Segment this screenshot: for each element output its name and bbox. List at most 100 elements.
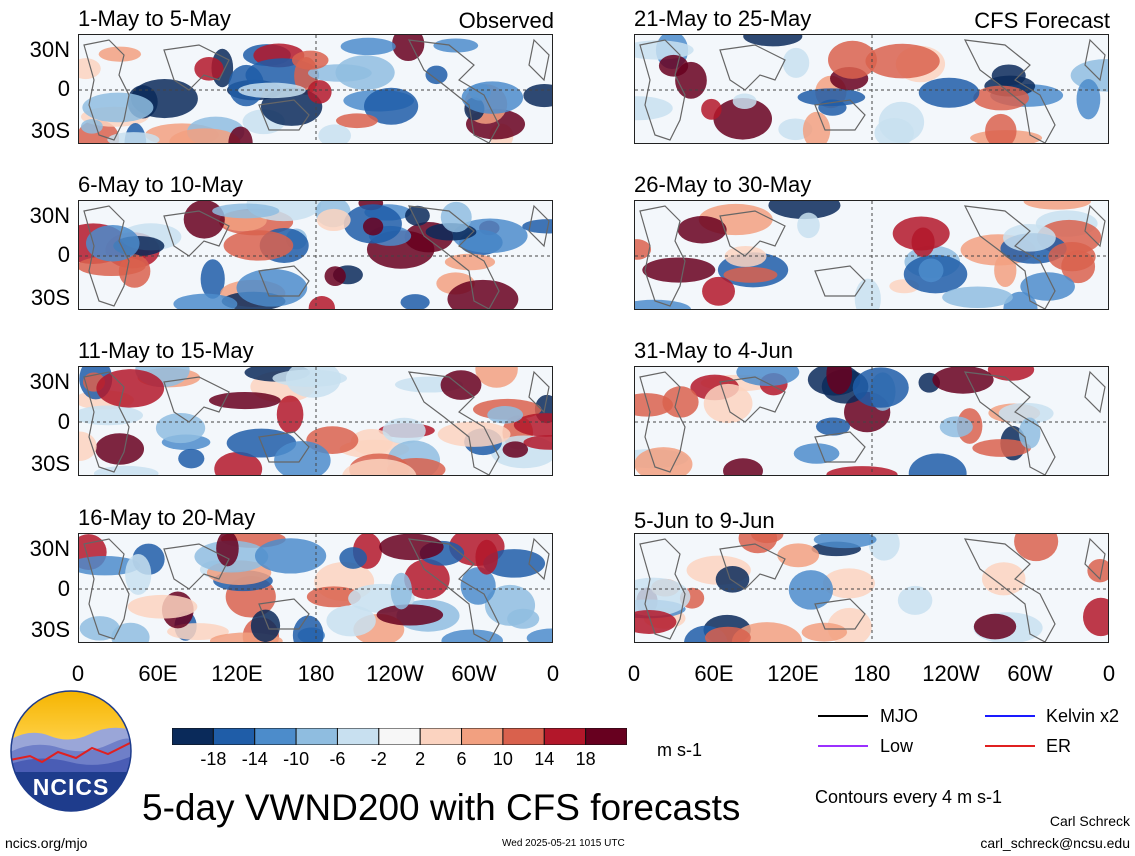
- anomaly-blob: [736, 367, 800, 387]
- legend-kelvin-line: [985, 715, 1035, 717]
- coastline: [83, 371, 130, 473]
- anomaly-blob: [713, 97, 773, 140]
- anomaly-blob: [802, 111, 831, 143]
- map-panel-obs-4: [78, 533, 553, 643]
- heatmap-svg: [79, 35, 552, 143]
- coastline: [963, 39, 1056, 143]
- anomaly-blob: [79, 58, 101, 80]
- anomaly-blob: [214, 451, 263, 475]
- lon-tick-60w-right: 60W: [1007, 661, 1053, 686]
- anomaly-blob: [376, 604, 444, 626]
- anomaly-blob: [723, 458, 763, 475]
- contours-note: Contours every 4 m s-1: [815, 787, 1003, 807]
- coastline: [83, 39, 130, 141]
- anomaly-blob: [437, 421, 511, 447]
- anomaly-blob: [307, 80, 332, 104]
- anomaly-blob: [460, 567, 496, 605]
- anomaly-blob: [973, 85, 1029, 111]
- coastline: [407, 538, 500, 642]
- colorbar-swatch: [212, 727, 256, 746]
- anomaly-blob: [1023, 201, 1091, 210]
- anomaly-blob: [635, 610, 677, 634]
- anomaly-blob: [788, 570, 834, 610]
- anomaly-blob: [483, 549, 546, 578]
- anomaly-blob: [155, 413, 206, 444]
- anomaly-blob: [723, 267, 778, 283]
- anomaly-blob: [908, 453, 967, 475]
- colorbar-tick-label: -10: [283, 749, 310, 769]
- colorbar-swatch: [171, 727, 214, 746]
- lat-tick-30n-3: 30N: [29, 369, 70, 394]
- coastline: [963, 538, 1056, 642]
- panel-title-fcst-1: 21-May to 25-May: [634, 6, 812, 31]
- anomaly-blob: [390, 572, 413, 610]
- anomaly-blob: [635, 447, 693, 475]
- coastline: [83, 205, 130, 307]
- panel-title-obs-4: 16-May to 20-May: [78, 505, 256, 530]
- anomaly-blob: [475, 367, 518, 388]
- colorbar-units: m s-1: [657, 740, 702, 760]
- colorbar-tick-label: -6: [329, 749, 346, 769]
- anomaly-blob: [95, 433, 145, 465]
- coastline: [814, 598, 866, 630]
- colorbar-swatch: [502, 727, 545, 746]
- anomaly-blob: [502, 441, 529, 458]
- anomaly-blob: [444, 253, 496, 271]
- coastline: [1084, 38, 1106, 82]
- anomaly-blob: [932, 367, 994, 394]
- coastline: [258, 99, 310, 131]
- anomaly-blob: [768, 201, 841, 220]
- anomaly-blob: [316, 208, 351, 232]
- coastline: [528, 38, 550, 82]
- lat-tick-eq-3: 0: [57, 409, 70, 434]
- anomaly-blob: [826, 466, 898, 475]
- colorbar-tick-label: 6: [456, 749, 467, 769]
- panel-title-fcst-4: 5-Jun to 9-Jun: [634, 508, 775, 533]
- anomaly-blob: [93, 465, 159, 475]
- logo-text: NCICS: [32, 774, 110, 800]
- anomaly-blob: [342, 458, 417, 475]
- anomaly-blob: [318, 124, 352, 143]
- anomaly-blob: [1014, 534, 1059, 562]
- coastline: [528, 204, 550, 248]
- coastline: [719, 376, 786, 423]
- anomaly-blob: [813, 534, 877, 549]
- anomaly-blob: [433, 38, 479, 53]
- lat-tick-eq-4: 0: [57, 576, 70, 601]
- timestamp-text: Wed 2025-05-21 1015 UTC: [502, 838, 625, 849]
- anomaly-blob: [635, 239, 652, 260]
- coastline: [963, 205, 1056, 309]
- anomaly-blob: [705, 626, 751, 642]
- colorbar-swatch: [461, 727, 504, 746]
- coastline: [407, 39, 500, 143]
- anomaly-blob: [306, 586, 361, 608]
- anomaly-blob: [400, 294, 430, 309]
- anomaly-blob: [236, 268, 308, 307]
- heatmap-svg: [635, 534, 1108, 642]
- anomaly-blob: [487, 406, 524, 424]
- lon-tick-180-right: 180: [853, 661, 891, 686]
- colorbar-swatch: [378, 727, 421, 746]
- colorbar-tick-label: 2: [415, 749, 426, 769]
- heatmap-svg: [79, 201, 552, 309]
- anomaly-blob: [326, 605, 376, 637]
- anomaly-blob: [223, 230, 294, 261]
- lon-tick-120e-left: 120E: [211, 661, 263, 686]
- anomaly-blob: [854, 278, 881, 309]
- website-text: ncics.org/mjo: [5, 835, 88, 851]
- author-text: Carl Schreck: [1049, 813, 1130, 829]
- colorbar-svg: [171, 727, 628, 746]
- anomaly-blob: [981, 562, 1026, 596]
- anomaly-blob: [340, 37, 396, 56]
- panel-title-obs-2: 6-May to 10-May: [78, 172, 244, 197]
- anomaly-blob: [336, 113, 378, 129]
- anomaly-blob: [111, 622, 150, 642]
- anomaly-blob: [194, 57, 224, 81]
- anomaly-blob: [291, 50, 329, 70]
- anomaly-blob: [107, 132, 160, 143]
- anomaly-blob: [80, 119, 103, 134]
- anomaly-blob: [782, 47, 810, 78]
- anomaly-blob: [743, 35, 803, 47]
- colorbar-tick-label: -2: [370, 749, 387, 769]
- coastline: [163, 44, 230, 91]
